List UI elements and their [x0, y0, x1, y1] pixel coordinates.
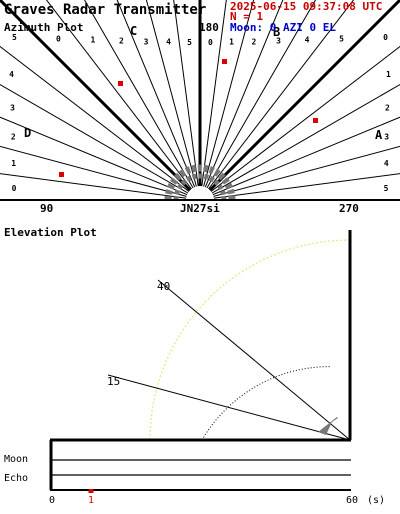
detection-marker [313, 118, 318, 123]
azimuth-tick-label: 0 [383, 33, 388, 42]
azimuth-tick-label: 2 [385, 104, 390, 113]
elevation-arc-outer [149, 239, 351, 441]
elevation-label-40: 40 [157, 280, 170, 293]
azimuth-tick-label: 5 [12, 33, 17, 42]
azimuth-tick-label: 2 [11, 133, 16, 142]
azimuth-spoke [145, 0, 201, 200]
azimuth-tick-label: 2 [119, 37, 124, 46]
azimuth-tick-label: 3 [276, 37, 281, 46]
azimuth-spoke [0, 83, 201, 200]
azimuth-spoke [199, 83, 400, 200]
azimuth-tick-label: 5 [384, 184, 389, 193]
azimuth-tick-label: 0 [208, 38, 213, 47]
azimuth-tick-label: 0 [56, 35, 61, 44]
count-line: N = 1 [230, 10, 263, 23]
azimuth-section-title: Azimuth Plot [4, 21, 83, 34]
azimuth-spoke [0, 173, 201, 200]
azimuth-tick-label: 4 [9, 70, 14, 79]
moon-status: Moon: 0 AZI 0 EL [230, 21, 336, 34]
locator-label: JN27si [180, 202, 220, 215]
azimuth-label-left: 90 [40, 202, 53, 215]
elevation-label-15: 15 [107, 375, 120, 388]
timeline-echo-marker [88, 489, 94, 493]
azimuth-tick-label: 4 [384, 159, 389, 168]
azimuth-spoke [83, 0, 201, 200]
azimuth-spoke [45, 0, 201, 200]
timeline-marker-label: 1 [88, 495, 94, 506]
azimuth-tick-label: 1 [386, 70, 391, 79]
elevation-line-15 [107, 374, 351, 441]
azimuth-tick-label: 1 [11, 159, 16, 168]
detection-marker [118, 81, 123, 86]
elevation-arc-inner [201, 366, 332, 441]
sector-label-a: A [375, 128, 383, 142]
azimuth-spoke [173, 0, 201, 200]
sector-label-b: B [273, 25, 280, 39]
azimuth-spoke [199, 0, 355, 200]
azimuth-tick-label: 4 [305, 36, 310, 45]
azimuth-spoke [199, 116, 400, 200]
azimuth-spoke [199, 173, 400, 200]
azimuth-sector-boundary [198, 0, 400, 200]
azimuth-spoke [0, 116, 201, 200]
timeline-start-label: 0 [49, 495, 55, 506]
azimuth-tick-label: 5 [187, 38, 192, 47]
azimuth-hub-arc [164, 164, 236, 200]
timeline-moon-label: Moon [4, 454, 28, 465]
sector-label-c: C [130, 24, 137, 38]
azimuth-tick-label: 3 [144, 37, 149, 46]
timeline-echo-label: Echo [4, 473, 28, 484]
detection-marker [59, 172, 64, 177]
azimuth-label-center: 180 [199, 21, 219, 34]
elevation-beam-wedge [318, 417, 338, 435]
sector-label-d: D [24, 126, 31, 140]
azimuth-spoke [199, 0, 284, 200]
elevation-line-40 [157, 279, 351, 441]
azimuth-hub-arc [173, 173, 227, 200]
azimuth-tick-label: 0 [12, 184, 17, 193]
azimuth-fan: 0 1 2 3 4 5 0 1 2 3 4 5 0 1 2 3 4 5 0 1 2 3 4 5 [0, 0, 400, 200]
timeline-unit-label: (s) [367, 495, 385, 506]
azimuth-sector-boundary [0, 0, 202, 200]
azimuth-tick-label: 4 [166, 38, 171, 47]
elevation-section-title: Elevation Plot [4, 226, 97, 239]
detection-marker [222, 59, 227, 64]
azimuth-tick-label: 5 [339, 35, 344, 44]
azimuth-spoke [0, 45, 201, 200]
azimuth-tick-label: 3 [10, 104, 15, 113]
azimuth-hub-center [186, 186, 214, 200]
app-title: Graves Radar Transmitter [4, 2, 206, 18]
azimuth-spoke [199, 0, 317, 200]
timeline-end-label: 60 [346, 495, 358, 506]
azimuth-spoke [199, 145, 400, 200]
azimuth-spoke [116, 0, 201, 200]
azimuth-tick-label: 1 [90, 36, 95, 45]
azimuth-label-right: 270 [339, 202, 359, 215]
azimuth-spoke [0, 145, 201, 200]
azimuth-spoke [199, 0, 227, 200]
azimuth-spoke [199, 0, 255, 200]
azimuth-spoke [199, 45, 400, 200]
timestamp: 2025-06-15 09:37:08 UTC [230, 0, 382, 13]
azimuth-tick-label: 1 [229, 38, 234, 47]
azimuth-tick-label: 2 [251, 37, 256, 46]
azimuth-tick-label: 3 [384, 133, 389, 142]
